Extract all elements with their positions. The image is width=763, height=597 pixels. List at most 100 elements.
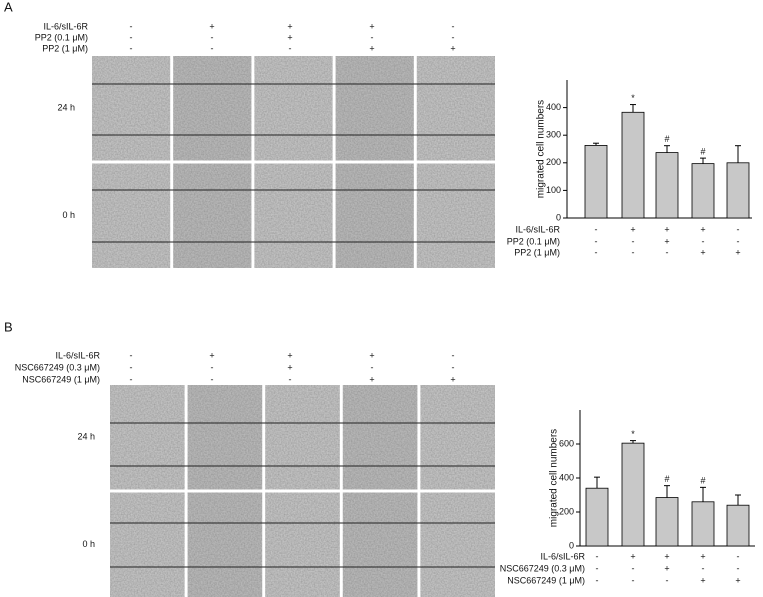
significance-mark: * <box>631 429 635 439</box>
condition-label: IL-6/sIL-6R <box>540 551 585 561</box>
significance-mark: * <box>631 93 635 103</box>
condition-sign: - <box>702 236 705 246</box>
micrograph <box>342 385 418 490</box>
condition-sign: - <box>737 224 740 234</box>
treatment-sign: - <box>130 32 133 42</box>
treatment-sign: - <box>211 43 214 53</box>
condition-sign: - <box>595 247 598 257</box>
treatment-sign: - <box>211 362 214 372</box>
time-label: 0 h <box>82 539 95 549</box>
y-axis-label: migrated cell numbers <box>536 100 547 198</box>
condition-sign: - <box>632 563 635 573</box>
condition-sign: + <box>664 224 669 234</box>
micrograph <box>110 385 185 490</box>
micrograph <box>92 163 171 268</box>
treatment-sign: + <box>287 350 292 360</box>
condition-sign: + <box>700 575 705 585</box>
micrograph <box>335 163 414 268</box>
treatment-label: NSC667249 (0.3 μM) <box>15 362 100 372</box>
treatment-label: IL-6/sIL-6R <box>55 350 100 360</box>
panel-label: A <box>4 0 13 14</box>
condition-sign: + <box>735 247 740 257</box>
condition-sign: - <box>737 563 740 573</box>
bar <box>621 442 645 547</box>
micrograph <box>254 56 333 161</box>
micrograph <box>342 492 418 597</box>
treatment-sign: - <box>211 32 214 42</box>
treatment-sign: + <box>209 21 214 31</box>
micrograph <box>173 56 252 161</box>
micrograph <box>335 56 414 161</box>
treatment-label: IL-6/sIL-6R <box>43 21 88 31</box>
micrograph <box>92 56 171 161</box>
micrograph <box>187 385 263 490</box>
condition-label: PP2 (1 μM) <box>514 247 560 257</box>
treatment-sign: - <box>452 21 455 31</box>
condition-sign: - <box>666 575 669 585</box>
condition-sign: + <box>700 224 705 234</box>
treatment-sign: + <box>450 43 455 53</box>
micrograph <box>420 385 495 490</box>
treatment-sign: + <box>369 43 374 53</box>
micrograph <box>110 492 185 597</box>
condition-sign: - <box>596 551 599 561</box>
time-label: 24 h <box>77 432 95 442</box>
significance-mark: # <box>700 146 705 156</box>
condition-sign: - <box>737 551 740 561</box>
condition-sign: + <box>630 551 635 561</box>
treatment-sign: - <box>130 43 133 53</box>
condition-sign: - <box>632 236 635 246</box>
treatment-sign: - <box>452 350 455 360</box>
condition-label: IL-6/sIL-6R <box>515 224 560 234</box>
panel-label: B <box>4 319 13 334</box>
y-tick-label: 0 <box>556 212 561 222</box>
micrograph <box>265 385 340 490</box>
micrograph <box>173 163 252 268</box>
y-axis-label: migrated cell numbers <box>549 429 560 527</box>
condition-sign: - <box>666 247 669 257</box>
bar <box>655 152 679 219</box>
treatment-sign: - <box>130 374 133 384</box>
bar <box>726 504 750 547</box>
treatment-sign: + <box>369 350 374 360</box>
micrograph <box>187 492 263 597</box>
condition-sign: - <box>596 575 599 585</box>
treatment-sign: + <box>369 374 374 384</box>
treatment-sign: + <box>287 32 292 42</box>
bar <box>726 162 750 219</box>
condition-sign: + <box>735 575 740 585</box>
condition-sign: - <box>596 563 599 573</box>
condition-sign: + <box>630 224 635 234</box>
condition-label: NSC667249 (0.3 μM) <box>500 563 585 573</box>
treatment-sign: - <box>130 350 133 360</box>
bar <box>584 145 608 219</box>
treatment-sign: - <box>130 362 133 372</box>
bar <box>691 163 715 219</box>
micrograph <box>416 56 495 161</box>
condition-sign: - <box>632 575 635 585</box>
time-label: 24 h <box>57 103 75 113</box>
treatment-label: PP2 (0.1 μM) <box>35 32 88 42</box>
treatment-sign: - <box>211 374 214 384</box>
y-tick-label: 200 <box>559 506 574 516</box>
y-tick-label: 0 <box>569 540 574 550</box>
condition-sign: + <box>700 551 705 561</box>
y-tick-label: 200 <box>546 157 561 167</box>
bar <box>691 501 715 547</box>
condition-sign: + <box>700 247 705 257</box>
condition-sign: - <box>595 224 598 234</box>
condition-sign: - <box>737 236 740 246</box>
significance-mark: # <box>700 476 705 486</box>
condition-sign: + <box>664 236 669 246</box>
micrograph <box>416 163 495 268</box>
y-tick-label: 100 <box>546 185 561 195</box>
condition-label: NSC667249 (1 μM) <box>507 575 585 585</box>
treatment-sign: + <box>287 362 292 372</box>
treatment-sign: + <box>287 21 292 31</box>
bar <box>655 497 679 547</box>
micrograph <box>265 492 340 597</box>
condition-sign: + <box>664 563 669 573</box>
condition-label: PP2 (0.1 μM) <box>507 236 560 246</box>
condition-sign: + <box>664 551 669 561</box>
treatment-sign: - <box>289 374 292 384</box>
